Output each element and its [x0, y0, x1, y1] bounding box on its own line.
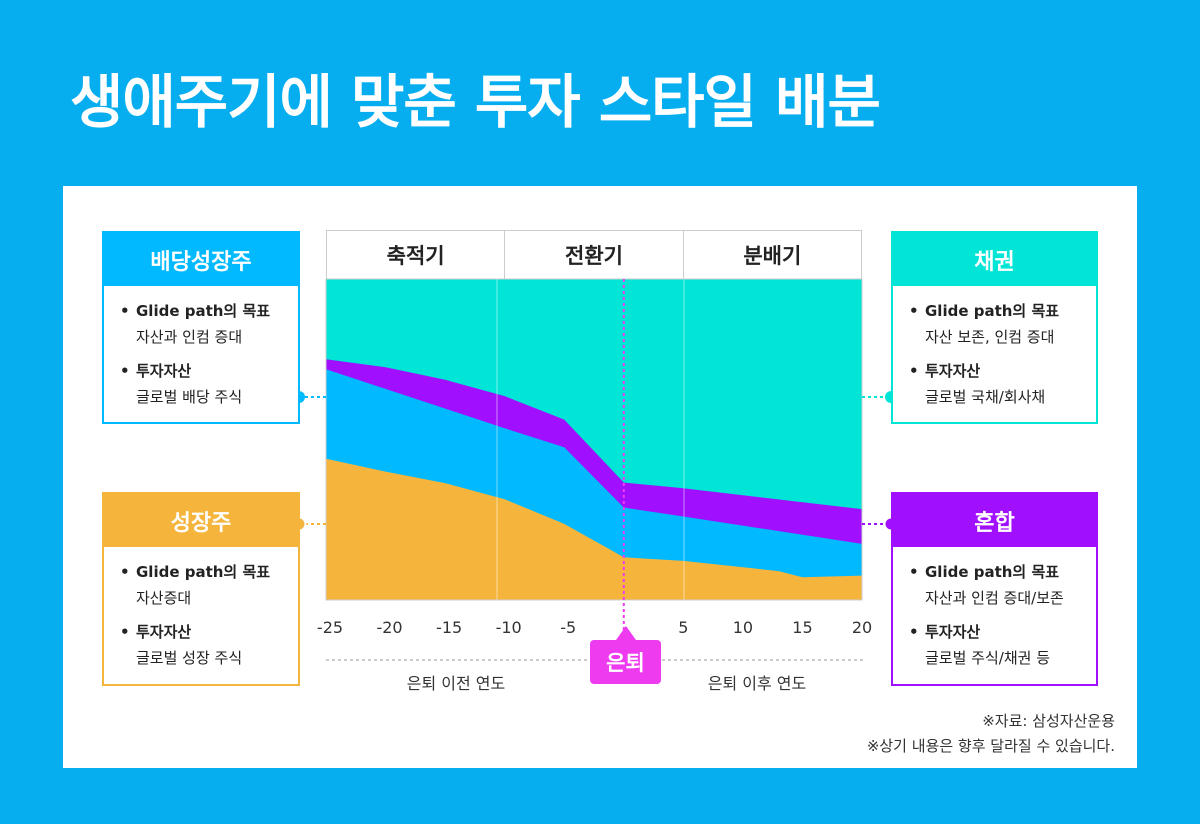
goal-text: 자산과 인컴 증대/보존 — [925, 589, 1064, 607]
goal-label: Glide path의 목표 — [118, 559, 288, 585]
box-title: 배당성장주 — [104, 233, 298, 286]
asset-label: 투자자산 — [907, 619, 1086, 645]
area-성장주 — [326, 458, 862, 600]
source-note: ※자료: 삼성자산운용 — [982, 712, 1115, 730]
x-tick-label: -5 — [560, 618, 577, 637]
asset-text: 글로벌 주식/채권 등 — [925, 649, 1050, 667]
goal-text: 자산 보존, 인컴 증대 — [925, 328, 1055, 346]
x-tick-label: 20 — [851, 618, 873, 637]
x-tick-label: -15 — [436, 618, 463, 637]
goal-label: Glide path의 목표 — [907, 298, 1086, 324]
after-retirement-label: 은퇴 이후 연도 — [707, 674, 807, 693]
x-tick-label: 15 — [792, 618, 813, 637]
x-tick-label: -25 — [316, 618, 344, 637]
x-tick-label: -20 — [376, 618, 403, 637]
disclaimer-note: ※상기 내용은 향후 달라질 수 있습니다. — [866, 737, 1115, 755]
phase-distribution: 분배기 — [743, 244, 802, 268]
box-title: 성장주 — [104, 494, 298, 547]
plot-frame — [325, 278, 863, 601]
box-title: 채권 — [893, 233, 1096, 286]
phase-accumulation: 축적기 — [327, 231, 506, 279]
box-title: 혼합 — [893, 494, 1096, 547]
growth-box: 성장주 Glide path의 목표자산증대투자자산글로벌 성장 주식 — [102, 492, 300, 686]
asset-text: 글로벌 성장 주식 — [136, 649, 243, 667]
before-retirement-label: 은퇴 이전 연도 — [406, 674, 506, 693]
x-tick-label: 10 — [732, 618, 754, 637]
goal-text: 자산증대 — [136, 589, 192, 607]
page-title: 생애주기에 맞춘 투자 스타일 배분 — [70, 68, 881, 136]
x-tick-label: 5 — [678, 618, 689, 637]
phase-transition: 전환기 — [505, 231, 684, 279]
asset-label: 투자자산 — [907, 358, 1086, 384]
goal-label: Glide path의 목표 — [907, 559, 1086, 585]
retirement-badge: 은퇴 — [590, 626, 661, 684]
goal-label: Glide path의 목표 — [118, 298, 288, 324]
phase-header: 축적기 전환기 분배기 — [326, 230, 862, 279]
asset-label: 투자자산 — [118, 619, 288, 645]
asset-label: 투자자산 — [118, 358, 288, 384]
asset-text: 글로벌 배당 주식 — [136, 388, 243, 406]
goal-text: 자산과 인컴 증대 — [136, 328, 243, 346]
x-tick-label: -10 — [495, 618, 522, 637]
asset-text: 글로벌 국채/회사채 — [925, 388, 1046, 406]
